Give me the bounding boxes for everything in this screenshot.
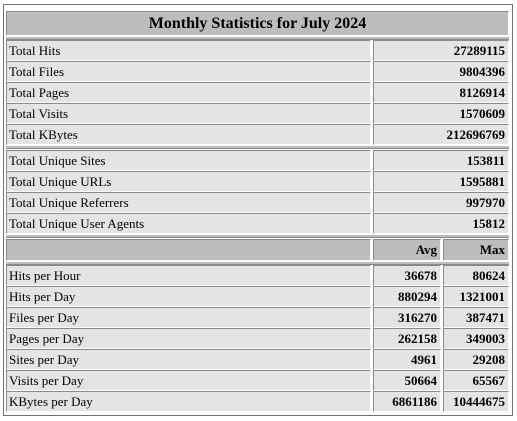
averages-header-blank [6, 239, 371, 261]
table-title: Monthly Statistics for July 2024 [6, 11, 509, 36]
unique-user-agents-value: 15812 [373, 213, 509, 234]
hits-per-day-avg: 880294 [373, 286, 441, 307]
total-visits-value: 1570609 [373, 103, 509, 124]
files-per-day-label: Files per Day [6, 307, 371, 328]
pages-per-day-max: 349003 [443, 328, 509, 349]
hits-per-hour-label: Hits per Hour [6, 265, 371, 286]
total-hits-value: 27289115 [373, 40, 509, 61]
total-pages-value: 8126914 [373, 82, 509, 103]
total-visits-label: Total Visits [6, 103, 371, 124]
max-column-header: Max [443, 239, 509, 261]
sites-per-day-avg: 4961 [373, 349, 441, 370]
separator [6, 36, 509, 40]
visits-per-day-label: Visits per Day [6, 370, 371, 391]
sites-per-day-label: Sites per Day [6, 349, 371, 370]
unique-referrers-label: Total Unique Referrers [6, 192, 371, 213]
total-hits-label: Total Hits [6, 40, 371, 61]
avg-column-header: Avg [373, 239, 441, 261]
unique-urls-value: 1595881 [373, 171, 509, 192]
total-files-value: 9804396 [373, 61, 509, 82]
visits-per-day-max: 65567 [443, 370, 509, 391]
hits-per-hour-avg: 36678 [373, 265, 441, 286]
total-kbytes-value: 212696769 [373, 124, 509, 145]
kbytes-per-day-avg: 6861186 [373, 391, 441, 412]
sites-per-day-max: 29208 [443, 349, 509, 370]
hits-per-day-label: Hits per Day [6, 286, 371, 307]
pages-per-day-label: Pages per Day [6, 328, 371, 349]
files-per-day-avg: 316270 [373, 307, 441, 328]
total-pages-label: Total Pages [6, 82, 371, 103]
total-kbytes-label: Total KBytes [6, 124, 371, 145]
separator [6, 145, 509, 149]
hits-per-hour-max: 80624 [443, 265, 509, 286]
total-files-label: Total Files [6, 61, 371, 82]
separator [6, 261, 509, 265]
visits-per-day-avg: 50664 [373, 370, 441, 391]
separator [6, 234, 509, 238]
unique-sites-value: 153811 [373, 150, 509, 171]
kbytes-per-day-label: KBytes per Day [6, 391, 371, 412]
unique-referrers-value: 997970 [373, 192, 509, 213]
unique-urls-label: Total Unique URLs [6, 171, 371, 192]
kbytes-per-day-max: 10444675 [443, 391, 509, 412]
unique-sites-label: Total Unique Sites [6, 150, 371, 171]
pages-per-day-avg: 262158 [373, 328, 441, 349]
hits-per-day-max: 1321001 [443, 286, 509, 307]
files-per-day-max: 387471 [443, 307, 509, 328]
unique-user-agents-label: Total Unique User Agents [6, 213, 371, 234]
